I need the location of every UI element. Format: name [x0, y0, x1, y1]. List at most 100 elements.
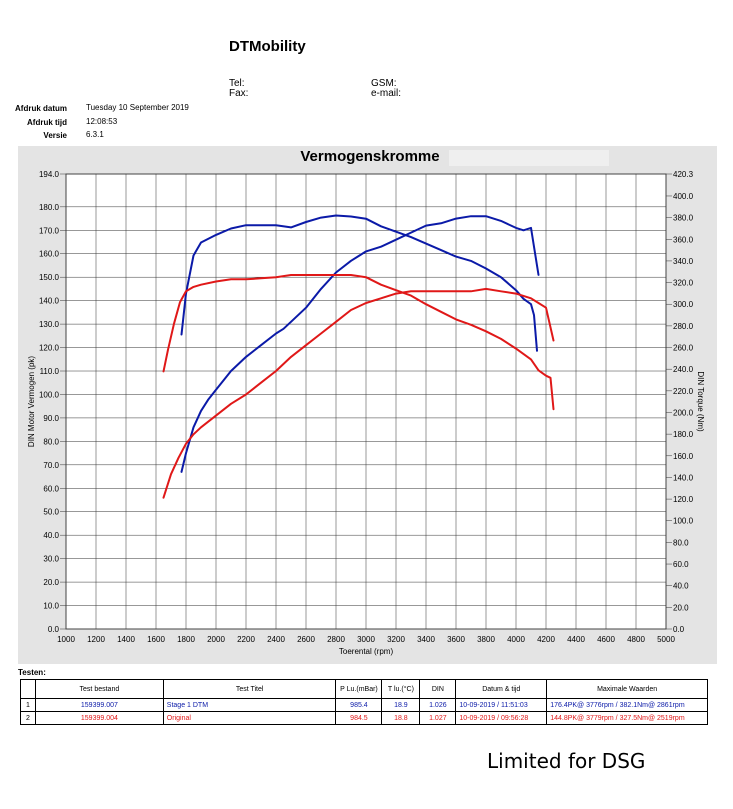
table-row[interactable]: 1 159399.007 Stage 1 DTM 985.4 18.9 1.02… [20, 698, 708, 712]
x-tick-label: 4400 [567, 635, 585, 644]
row-pressure: 984.5 [335, 711, 383, 725]
header-temp: T lu.(°C) [381, 679, 421, 699]
y-right-tick-label: 40.0 [673, 582, 689, 591]
y-right-tick-label: 180.0 [673, 430, 694, 439]
y-right-tick-label: 300.0 [673, 300, 694, 309]
header-din: DIN [419, 679, 457, 699]
tests-header-row: Test bestand Test Titel P Lu.(mBar) T lu… [20, 679, 708, 699]
header-datetime: Datum & tijd [455, 679, 548, 699]
x-tick-label: 4600 [597, 635, 615, 644]
x-tick-label: 3000 [357, 635, 375, 644]
tel-label: Tel: [229, 78, 245, 89]
y-right-tick-label: 100.0 [673, 517, 694, 526]
row-title: Stage 1 DTM [162, 698, 337, 712]
meta-label-print-time: Afdruk tijd [27, 118, 67, 127]
y-left-tick-label: 100.0 [39, 390, 60, 399]
x-tick-label: 1000 [57, 635, 75, 644]
y-right-tick-label: 240.0 [673, 365, 694, 374]
tests-label: Testen: [18, 668, 46, 677]
y-left-tick-label: 90.0 [43, 414, 59, 423]
x-tick-label: 3600 [447, 635, 465, 644]
y-left-tick-label: 180.0 [39, 203, 60, 212]
y-left-tick-label: 70.0 [43, 461, 59, 470]
row-din: 1.026 [419, 698, 457, 712]
y-left-tick-label: 130.0 [39, 320, 60, 329]
x-tick-label: 1800 [177, 635, 195, 644]
email-label: e-mail: [371, 88, 402, 99]
gsm-label: GSM: [371, 78, 397, 89]
header-max: Maximale Waarden [546, 679, 708, 699]
company-name: DTMobility [229, 38, 306, 55]
y-right-tick-label: 20.0 [673, 603, 689, 612]
row-max: 144.8PK@ 3779rpm / 327.5Nm@ 2519rpm [546, 711, 708, 725]
row-pressure: 985.4 [335, 698, 383, 712]
table-row[interactable]: 2 159399.004 Original 984.5 18.8 1.027 1… [20, 711, 708, 725]
y-right-tick-label: 380.0 [673, 214, 694, 223]
chart-title: Vermogenskromme [300, 148, 440, 165]
x-tick-label: 3200 [387, 635, 405, 644]
y-right-tick-label: 320.0 [673, 279, 694, 288]
row-temp: 18.9 [381, 698, 421, 712]
header-file: Test bestand [34, 679, 164, 699]
header-title: Test Titel [162, 679, 337, 699]
y-left-tick-label: 0.0 [48, 625, 60, 634]
x-tick-label: 4800 [627, 635, 645, 644]
x-axis-label: Toerental (rpm) [339, 647, 394, 656]
meta-value-version: 6.3.1 [86, 130, 104, 139]
row-num: 1 [20, 698, 36, 712]
header-pressure: P Lu.(mBar) [335, 679, 383, 699]
y-right-tick-label: 60.0 [673, 560, 689, 569]
meta-value-print-time: 12:08:53 [86, 117, 118, 126]
x-tick-label: 4200 [537, 635, 555, 644]
stage1-power-line [180, 215, 540, 473]
y-left-tick-label: 160.0 [39, 250, 60, 259]
y-left-tick-label: 170.0 [39, 226, 60, 235]
y-right-tick-label: 280.0 [673, 322, 694, 331]
x-tick-label: 3800 [477, 635, 495, 644]
header-num [20, 679, 36, 699]
meta-label-version: Versie [43, 131, 67, 140]
y-left-tick-label: 140.0 [39, 297, 60, 306]
x-tick-label: 1200 [87, 635, 105, 644]
y-left-axis-label: DIN Motor Vermogen (pk) [27, 356, 36, 447]
x-tick-label: 4000 [507, 635, 525, 644]
row-title: Original [162, 711, 337, 725]
x-tick-label: 2000 [207, 635, 225, 644]
y-right-tick-label: 140.0 [673, 473, 694, 482]
row-temp: 18.8 [381, 711, 421, 725]
y-left-tick-label: 20.0 [43, 578, 59, 587]
y-left-tick-label: 80.0 [43, 437, 59, 446]
stage1-torque-line [180, 214, 538, 352]
y-left-tick-label: 30.0 [43, 555, 59, 564]
y-left-tick-label: 194.0 [39, 170, 60, 179]
y-left-tick-label: 10.0 [43, 602, 59, 611]
y-right-axis-label: DIN Torque (Nm) [696, 371, 705, 432]
x-tick-label: 2200 [237, 635, 255, 644]
fax-label: Fax: [229, 88, 249, 99]
original-torque-line [162, 274, 555, 411]
y-right-tick-label: 220.0 [673, 387, 694, 396]
x-tick-label: 3400 [417, 635, 435, 644]
x-tick-label: 2800 [327, 635, 345, 644]
y-left-tick-label: 120.0 [39, 344, 60, 353]
y-right-tick-label: 420.3 [673, 170, 694, 179]
y-left-tick-label: 50.0 [43, 508, 59, 517]
row-max: 176.4PK@ 3776rpm / 382.1Nm@ 2861rpm [546, 698, 708, 712]
y-left-tick-label: 150.0 [39, 273, 60, 282]
x-tick-label: 2600 [297, 635, 315, 644]
y-right-tick-label: 400.0 [673, 192, 694, 201]
y-right-tick-label: 360.0 [673, 235, 694, 244]
x-tick-label: 1600 [147, 635, 165, 644]
row-num: 2 [20, 711, 36, 725]
row-datetime: 10-09-2019 / 09:56:28 [455, 711, 548, 725]
chart-title-highlight [449, 150, 609, 166]
y-left-tick-label: 110.0 [40, 367, 60, 376]
meta-value-print-date: Tuesday 10 September 2019 [86, 103, 189, 112]
row-datetime: 10-09-2019 / 11:51:03 [455, 698, 548, 712]
row-file: 159399.004 [34, 711, 164, 725]
x-tick-label: 1400 [117, 635, 135, 644]
meta-label-print-date: Afdruk datum [15, 104, 67, 113]
x-tick-label: 2400 [267, 635, 285, 644]
x-tick-label: 5000 [657, 635, 675, 644]
y-right-tick-label: 120.0 [673, 495, 694, 504]
